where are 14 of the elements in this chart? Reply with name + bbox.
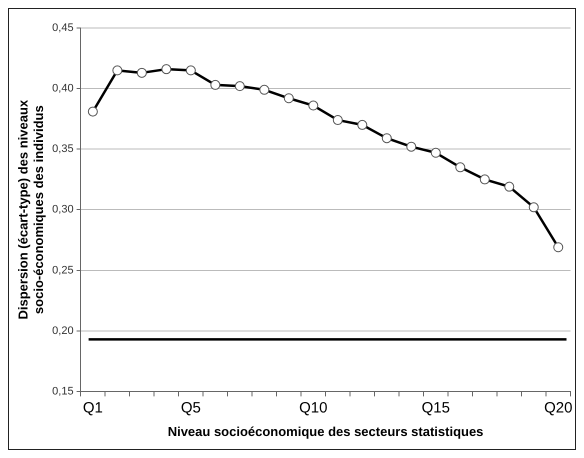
x-tick-label: Q10 [299,400,328,417]
x-tick-label: Q1 [82,400,103,417]
y-tick-label: 0,20 [52,324,74,337]
x-tick-label: Q20 [544,400,572,417]
y-axis-title: Dispersion (écart-type) des niveaux socio-économiques des individus [15,99,46,320]
x-axis-title: Niveau socioéconomique des secteurs statistiques [168,424,484,439]
y-tick-label: 0,35 [52,143,74,156]
y-tick-label: 0,30 [52,204,74,216]
x-tick-label: Q5 [180,400,201,417]
y-tick-label: 0,40 [52,82,74,95]
y-tick-label: 0,25 [52,264,74,276]
x-tick-label: Q15 [422,400,450,417]
y-tick-label: 0,15 [52,385,74,398]
y-tick-label: 0,45 [52,22,74,34]
